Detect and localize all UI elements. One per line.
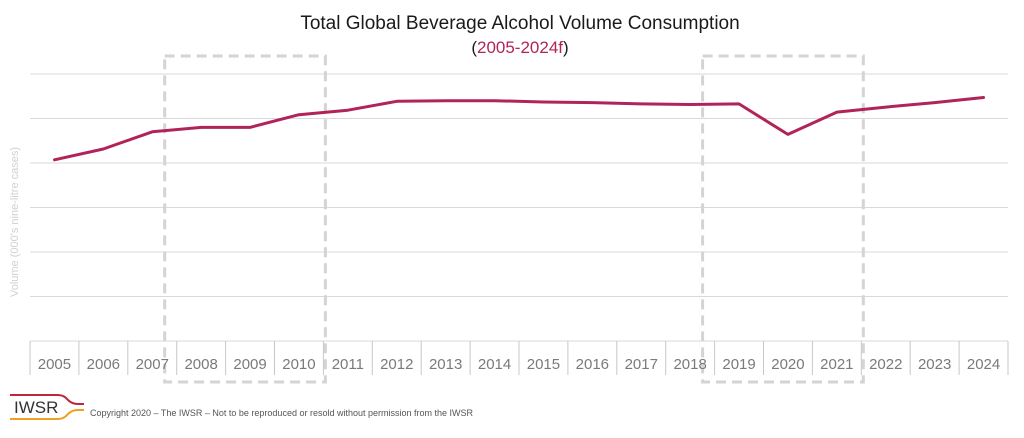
x-tick-label: 2021 bbox=[820, 356, 853, 373]
x-tick-label: 2018 bbox=[673, 356, 706, 373]
iwsr-logo: IWSR bbox=[10, 394, 84, 420]
x-tick-label: 2019 bbox=[722, 356, 755, 373]
logo-swoosh-lower bbox=[10, 409, 84, 420]
x-axis: 2005 2006 2007 2008 2009 2010 2011 2012 2013 2014… bbox=[29, 341, 1009, 375]
x-tick-label: 2020 bbox=[771, 356, 804, 373]
data-point bbox=[347, 109, 349, 111]
x-tick-label: 2024 bbox=[967, 356, 1000, 373]
data-point bbox=[445, 100, 447, 102]
highlight-boxes bbox=[163, 54, 865, 384]
x-tick-label: 2006 bbox=[87, 356, 120, 373]
data-point bbox=[934, 102, 936, 104]
subtitle-close-paren: ) bbox=[563, 38, 569, 57]
x-tick-label: 2023 bbox=[918, 356, 951, 373]
data-point bbox=[102, 148, 104, 150]
data-point bbox=[787, 133, 789, 135]
x-tick-label: 2010 bbox=[282, 356, 315, 373]
highlight-period-box bbox=[163, 54, 327, 384]
data-point bbox=[494, 100, 496, 102]
data-point bbox=[836, 111, 838, 113]
x-tick-label: 2007 bbox=[136, 356, 169, 373]
data-point bbox=[983, 97, 985, 99]
series-line bbox=[53, 96, 985, 162]
x-tick-label: 2017 bbox=[625, 356, 658, 373]
logo-text: IWSR bbox=[14, 398, 58, 417]
data-point bbox=[151, 131, 153, 133]
x-tick-label: 2014 bbox=[478, 356, 511, 373]
data-point bbox=[591, 102, 593, 104]
x-tick-label: 2012 bbox=[380, 356, 413, 373]
x-tick-label: 2009 bbox=[233, 356, 266, 373]
x-tick-label: 2022 bbox=[869, 356, 902, 373]
logo-swoosh-upper bbox=[10, 394, 84, 405]
data-point bbox=[200, 126, 202, 128]
x-tick-label: 2013 bbox=[429, 356, 462, 373]
x-tick-label: 2016 bbox=[576, 356, 609, 373]
data-point bbox=[689, 104, 691, 106]
data-point bbox=[738, 103, 740, 105]
data-point bbox=[53, 159, 55, 161]
x-tick-label: 2015 bbox=[527, 356, 560, 373]
y-axis-label: Volume (000's nine-litre cases) bbox=[9, 147, 21, 297]
data-point bbox=[298, 114, 300, 116]
x-tick-label: 2011 bbox=[332, 356, 364, 373]
series-group bbox=[53, 96, 985, 162]
data-point bbox=[249, 126, 251, 128]
gridlines bbox=[30, 73, 1008, 342]
data-point bbox=[885, 106, 887, 108]
chart-subtitle: (2005-2024f) bbox=[471, 38, 568, 57]
x-tick-label: 2008 bbox=[184, 356, 217, 373]
data-point bbox=[542, 101, 544, 103]
x-tick-label: 2005 bbox=[38, 356, 71, 373]
data-point bbox=[396, 100, 398, 102]
highlight-period-box bbox=[701, 54, 865, 384]
chart-title: Total Global Beverage Alcohol Volume Con… bbox=[300, 13, 739, 34]
data-point bbox=[640, 103, 642, 105]
subtitle-period: 2005-2024f bbox=[477, 38, 563, 57]
copyright-notice: Copyright 2020 – The IWSR – Not to be re… bbox=[90, 408, 474, 418]
subtitle-open-paren: ( bbox=[471, 38, 477, 57]
